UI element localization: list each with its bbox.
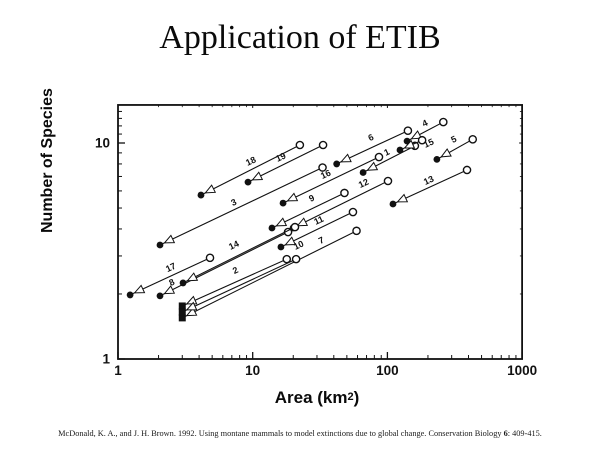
segment-label-5: 5 xyxy=(449,134,458,145)
open-point-17 xyxy=(205,253,215,263)
filled-point-16 xyxy=(279,199,287,207)
filled-point-15 xyxy=(396,146,404,154)
segment-label-15: 15 xyxy=(422,136,435,149)
filled-point-5 xyxy=(433,155,441,163)
x-axis-title-sup: 2 xyxy=(347,391,354,403)
segment-label-2: 2 xyxy=(231,265,240,276)
y-tick-label: 1 xyxy=(102,352,110,367)
open-point-14 xyxy=(290,222,300,232)
filled-point-17 xyxy=(126,291,134,299)
open-point-9 xyxy=(340,188,349,198)
open-point-5 xyxy=(468,135,478,144)
open-point-18 xyxy=(295,140,305,150)
open-point-16 xyxy=(374,152,384,162)
segment-label-12: 12 xyxy=(357,177,370,190)
filled-point-2 xyxy=(178,302,186,310)
segment-label-7: 7 xyxy=(317,235,326,246)
x-tick-label: 1000 xyxy=(507,363,537,378)
segment-label-18: 18 xyxy=(244,155,257,168)
segment-label-16: 16 xyxy=(319,168,332,181)
segment-line-2 xyxy=(182,258,287,307)
filled-point-6 xyxy=(333,160,341,168)
x-tick-label: 1 xyxy=(114,363,122,378)
open-point-13 xyxy=(462,165,472,175)
arrowhead-6 xyxy=(340,153,352,163)
segment-label-6: 6 xyxy=(366,132,375,143)
filled-point-14 xyxy=(179,279,187,287)
arrowhead-12 xyxy=(296,217,309,227)
filled-point-1 xyxy=(359,169,367,176)
slide-title: Application of ETIB xyxy=(159,19,441,56)
arrowhead-5 xyxy=(440,148,452,158)
arrowhead-13 xyxy=(396,193,409,203)
segment-label-3: 3 xyxy=(229,197,238,208)
open-point-4 xyxy=(438,117,448,127)
segment-line-8 xyxy=(159,231,289,297)
plot-frame xyxy=(117,104,524,360)
y-tick-label: 10 xyxy=(95,136,110,151)
segment-line-12 xyxy=(292,180,389,229)
segment-label-14: 14 xyxy=(227,238,240,251)
citation-text: McDonald, K. A., and J. H. Brown. 1992. … xyxy=(58,429,504,438)
filled-point-8 xyxy=(156,292,164,300)
filled-point-18 xyxy=(197,191,205,199)
segment-line-10 xyxy=(182,258,297,313)
arrowhead-17 xyxy=(133,284,146,294)
citation-pages: : 409-415. xyxy=(507,429,542,438)
arrowhead-7 xyxy=(185,307,198,317)
filled-point-9 xyxy=(268,224,276,232)
arrowhead-14 xyxy=(186,272,199,282)
open-point-10 xyxy=(291,254,301,264)
segment-line-17 xyxy=(129,257,211,296)
x-axis-title-text: Area (km xyxy=(274,388,348,407)
arrowhead-9 xyxy=(275,217,288,227)
filled-point-10 xyxy=(178,308,186,316)
arrowhead-3 xyxy=(163,234,176,244)
segment-label-4: 4 xyxy=(421,118,430,129)
segment-line-3 xyxy=(159,167,323,246)
open-point-15 xyxy=(417,135,427,145)
open-point-7 xyxy=(352,226,361,236)
segment-label-17: 17 xyxy=(164,261,177,274)
citation-volume: 6 xyxy=(503,429,508,438)
arrowhead-19 xyxy=(251,171,264,181)
x-tick-label: 10 xyxy=(245,363,260,378)
x-axis-title-suffix: ) xyxy=(353,388,360,407)
arrowhead-8 xyxy=(163,285,176,295)
open-point-11 xyxy=(348,207,358,217)
arrowhead-16 xyxy=(286,192,299,202)
arrowhead-18 xyxy=(204,184,217,194)
open-point-3 xyxy=(318,163,327,172)
segment-label-13: 13 xyxy=(422,174,435,187)
segment-label-19: 19 xyxy=(274,151,287,164)
segment-line-14 xyxy=(182,226,296,284)
segment-label-9: 9 xyxy=(307,193,316,204)
open-point-19 xyxy=(318,140,328,150)
filled-point-3 xyxy=(156,241,164,249)
filled-point-13 xyxy=(389,200,397,208)
x-axis-title: Area (km2) xyxy=(0,388,600,408)
segment-label-8: 8 xyxy=(167,277,176,288)
segment-label-1: 1 xyxy=(382,147,391,158)
arrowhead-2 xyxy=(185,295,198,305)
filled-point-7 xyxy=(178,314,186,322)
filled-point-11 xyxy=(277,243,285,251)
segment-line-16 xyxy=(282,156,380,204)
segment-line-18 xyxy=(200,144,301,196)
arrowhead-10 xyxy=(185,301,198,311)
segment-line-7 xyxy=(182,230,357,319)
filled-point-19 xyxy=(244,178,252,186)
arrowhead-1 xyxy=(366,161,379,171)
open-point-2 xyxy=(282,254,292,264)
arrowhead-4 xyxy=(410,130,423,140)
arrowhead-11 xyxy=(284,236,297,246)
segment-label-10: 10 xyxy=(292,238,305,251)
arrowhead-15 xyxy=(403,139,416,149)
x-tick-label: 100 xyxy=(376,363,399,378)
open-point-12 xyxy=(383,176,393,186)
citation: McDonald, K. A., and J. H. Brown. 1992. … xyxy=(0,429,600,438)
open-point-6 xyxy=(403,126,413,136)
